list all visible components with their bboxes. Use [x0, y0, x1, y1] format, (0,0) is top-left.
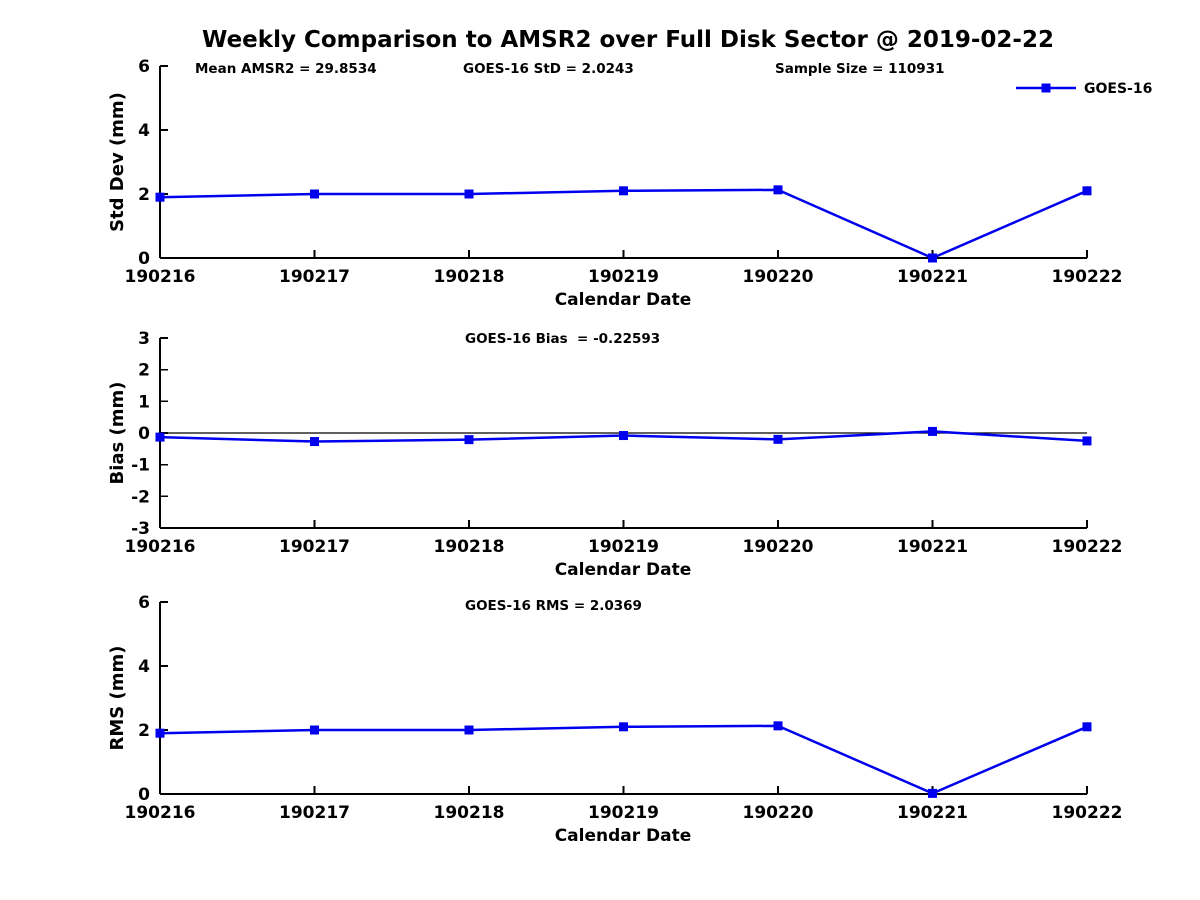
x-tick-label: 190220 — [743, 537, 814, 557]
data-point-marker — [310, 437, 319, 447]
data-point-marker — [773, 721, 783, 731]
x-tick-label: 190219 — [588, 267, 659, 287]
legend-marker-square — [1041, 83, 1051, 93]
y-tick-label: 0 — [138, 424, 150, 444]
x-tick-label: 190216 — [125, 803, 196, 823]
y-axis-label-std-dev: Std Dev (mm) — [107, 92, 128, 232]
y-tick-label: 0 — [138, 785, 150, 805]
y-tick-label: 2 — [138, 721, 150, 741]
data-point-marker — [773, 185, 783, 195]
data-point-marker — [310, 725, 319, 735]
x-tick-label: 190218 — [434, 537, 505, 557]
y-tick-label: 4 — [138, 657, 150, 677]
data-point-marker — [1082, 186, 1092, 196]
annotation-goes16-rms: GOES-16 RMS = 2.0369 — [465, 598, 642, 614]
y-tick-label: -1 — [131, 456, 150, 476]
y-tick-label: 1 — [138, 392, 150, 412]
annotation-sample-size: Sample Size = 110931 — [775, 61, 944, 77]
data-point-marker — [773, 434, 783, 444]
x-tick-label: 190218 — [434, 803, 505, 823]
series-line-goes-16 — [159, 724, 1088, 795]
x-tick-label: 190220 — [743, 803, 814, 823]
data-point-marker — [155, 728, 165, 738]
data-point-marker — [310, 189, 319, 199]
figure-title: Weekly Comparison to AMSR2 over Full Dis… — [202, 27, 1054, 53]
x-tick-label: 190216 — [125, 537, 196, 557]
data-point-marker — [928, 253, 937, 263]
x-tick-label: 190219 — [588, 537, 659, 557]
data-point-marker — [464, 189, 474, 199]
x-tick-label: 190220 — [743, 267, 814, 287]
series-line-goes-16 — [159, 188, 1088, 260]
y-tick-label: -2 — [131, 487, 150, 507]
y-tick-label: 6 — [138, 593, 150, 613]
y-tick-label: 2 — [138, 185, 150, 205]
x-tick-label: 190222 — [1052, 267, 1123, 287]
data-point-marker — [155, 432, 165, 442]
y-tick-label: -3 — [131, 519, 150, 539]
x-tick-label: 190217 — [279, 537, 350, 557]
x-tick-label: 190222 — [1052, 537, 1123, 557]
data-point-marker — [619, 722, 628, 732]
y-tick-label: 0 — [138, 249, 150, 269]
x-axis-label-calendar-date-2: Calendar Date — [555, 560, 692, 580]
data-point-marker — [155, 192, 165, 202]
plot-areas: 0 2 4 6 190216 190217 190218 190219 190220 190221… — [125, 57, 1123, 823]
data-point-marker — [1082, 436, 1092, 446]
y-axis-label-rms: RMS (mm) — [107, 646, 128, 751]
x-tick-label: 190221 — [897, 537, 968, 557]
x-tick-label: 190217 — [279, 803, 350, 823]
x-tick-label: 190218 — [434, 267, 505, 287]
y-tick-label: 6 — [138, 57, 150, 77]
x-axis-label-calendar-date-3: Calendar Date — [555, 826, 692, 846]
data-point-marker — [1082, 722, 1092, 732]
annotation-mean-amsr2: Mean AMSR2 = 29.8534 — [195, 61, 377, 77]
x-tick-label: 190216 — [125, 267, 196, 287]
annotation-goes16-std: GOES-16 StD = 2.0243 — [463, 61, 634, 77]
data-point-marker — [619, 431, 628, 441]
x-axis-label-calendar-date-1: Calendar Date — [555, 290, 692, 310]
data-point-marker — [619, 186, 628, 196]
data-point-marker — [928, 788, 937, 798]
y-tick-label: 2 — [138, 361, 150, 381]
y-tick-label: 4 — [138, 121, 150, 141]
x-tick-label: 190222 — [1052, 803, 1123, 823]
x-tick-label: 190219 — [588, 803, 659, 823]
legend-label-goes16: GOES-16 — [1084, 81, 1152, 97]
legend: GOES-16 — [1016, 81, 1152, 97]
data-point-marker — [464, 435, 474, 445]
data-point-marker — [464, 725, 474, 735]
y-axis-label-bias: Bias (mm) — [107, 382, 128, 485]
x-tick-label: 190221 — [897, 267, 968, 287]
x-tick-label: 190217 — [279, 267, 350, 287]
y-tick-label: 3 — [138, 329, 150, 349]
data-point-marker — [928, 426, 937, 436]
x-tick-label: 190221 — [897, 803, 968, 823]
annotation-goes16-bias: GOES-16 Bias = -0.22593 — [465, 331, 660, 347]
